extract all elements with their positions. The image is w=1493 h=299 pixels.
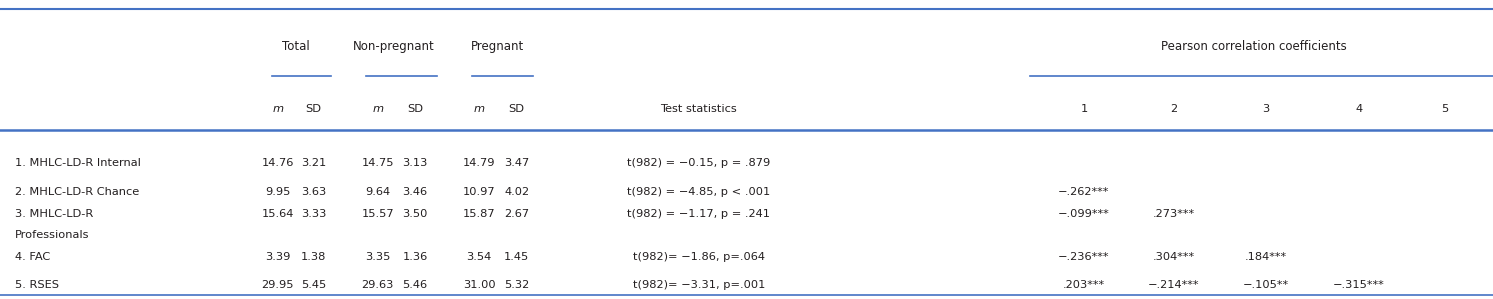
Text: .304***: .304*** <box>1153 252 1194 262</box>
Text: 15.57: 15.57 <box>361 209 394 219</box>
Text: t(982) = −4.85, p < .001: t(982) = −4.85, p < .001 <box>627 187 770 197</box>
Text: Pregnant: Pregnant <box>470 40 524 53</box>
Text: 29.95: 29.95 <box>261 280 294 290</box>
Text: 3.63: 3.63 <box>302 187 325 197</box>
Text: 31.00: 31.00 <box>463 280 496 290</box>
Text: 29.63: 29.63 <box>361 280 394 290</box>
Text: Professionals: Professionals <box>15 230 90 240</box>
Text: 3.33: 3.33 <box>302 209 325 219</box>
Text: Test statistics: Test statistics <box>660 104 738 114</box>
Text: m: m <box>473 104 485 114</box>
Text: 9.95: 9.95 <box>266 187 290 197</box>
Text: −.214***: −.214*** <box>1148 280 1199 290</box>
Text: 15.64: 15.64 <box>261 209 294 219</box>
Text: 5. RSES: 5. RSES <box>15 280 58 290</box>
Text: m: m <box>372 104 384 114</box>
Text: 5.46: 5.46 <box>403 280 427 290</box>
Text: 5.45: 5.45 <box>302 280 325 290</box>
Text: −.262***: −.262*** <box>1059 187 1109 197</box>
Text: 3.13: 3.13 <box>403 158 427 168</box>
Text: 14.79: 14.79 <box>463 158 496 168</box>
Text: Non-pregnant: Non-pregnant <box>354 40 434 53</box>
Text: 1: 1 <box>1081 104 1087 114</box>
Text: t(982) = −0.15, p = .879: t(982) = −0.15, p = .879 <box>627 158 770 168</box>
Text: 3.50: 3.50 <box>403 209 427 219</box>
Text: 4: 4 <box>1356 104 1362 114</box>
Text: 15.87: 15.87 <box>463 209 496 219</box>
Text: t(982)= −1.86, p=.064: t(982)= −1.86, p=.064 <box>633 252 764 262</box>
Text: −.105**: −.105** <box>1244 280 1288 290</box>
Text: 9.64: 9.64 <box>366 187 390 197</box>
Text: 3.54: 3.54 <box>467 252 491 262</box>
Text: 10.97: 10.97 <box>463 187 496 197</box>
Text: 4.02: 4.02 <box>505 187 529 197</box>
Text: 1.38: 1.38 <box>302 252 325 262</box>
Text: .184***: .184*** <box>1245 252 1287 262</box>
Text: 3.46: 3.46 <box>403 187 427 197</box>
Text: 3.35: 3.35 <box>366 252 390 262</box>
Text: 1. MHLC-LD-R Internal: 1. MHLC-LD-R Internal <box>15 158 140 168</box>
Text: .203***: .203*** <box>1063 280 1105 290</box>
Text: 4. FAC: 4. FAC <box>15 252 51 262</box>
Text: −.236***: −.236*** <box>1059 252 1109 262</box>
Text: −.099***: −.099*** <box>1059 209 1109 219</box>
Text: 3. MHLC-LD-R: 3. MHLC-LD-R <box>15 209 93 219</box>
Text: 5: 5 <box>1442 104 1448 114</box>
Text: .273***: .273*** <box>1153 209 1194 219</box>
Text: SD: SD <box>408 104 423 114</box>
Text: Total: Total <box>282 40 309 53</box>
Text: 1.45: 1.45 <box>505 252 529 262</box>
Text: m: m <box>272 104 284 114</box>
Text: 3.21: 3.21 <box>302 158 325 168</box>
Text: −.315***: −.315*** <box>1333 280 1384 290</box>
Text: t(982) = −1.17, p = .241: t(982) = −1.17, p = .241 <box>627 209 770 219</box>
Text: 5.32: 5.32 <box>505 280 529 290</box>
Text: Pearson correlation coefficients: Pearson correlation coefficients <box>1162 40 1347 53</box>
Text: 2. MHLC-LD-R Chance: 2. MHLC-LD-R Chance <box>15 187 139 197</box>
Text: 3.47: 3.47 <box>505 158 529 168</box>
Text: 2: 2 <box>1171 104 1176 114</box>
Text: 3: 3 <box>1263 104 1269 114</box>
Text: SD: SD <box>306 104 321 114</box>
Text: SD: SD <box>509 104 524 114</box>
Text: 14.76: 14.76 <box>261 158 294 168</box>
Text: 3.39: 3.39 <box>266 252 290 262</box>
Text: t(982)= −3.31, p=.001: t(982)= −3.31, p=.001 <box>633 280 764 290</box>
Text: 1.36: 1.36 <box>403 252 427 262</box>
Text: 14.75: 14.75 <box>361 158 394 168</box>
Text: 2.67: 2.67 <box>505 209 529 219</box>
